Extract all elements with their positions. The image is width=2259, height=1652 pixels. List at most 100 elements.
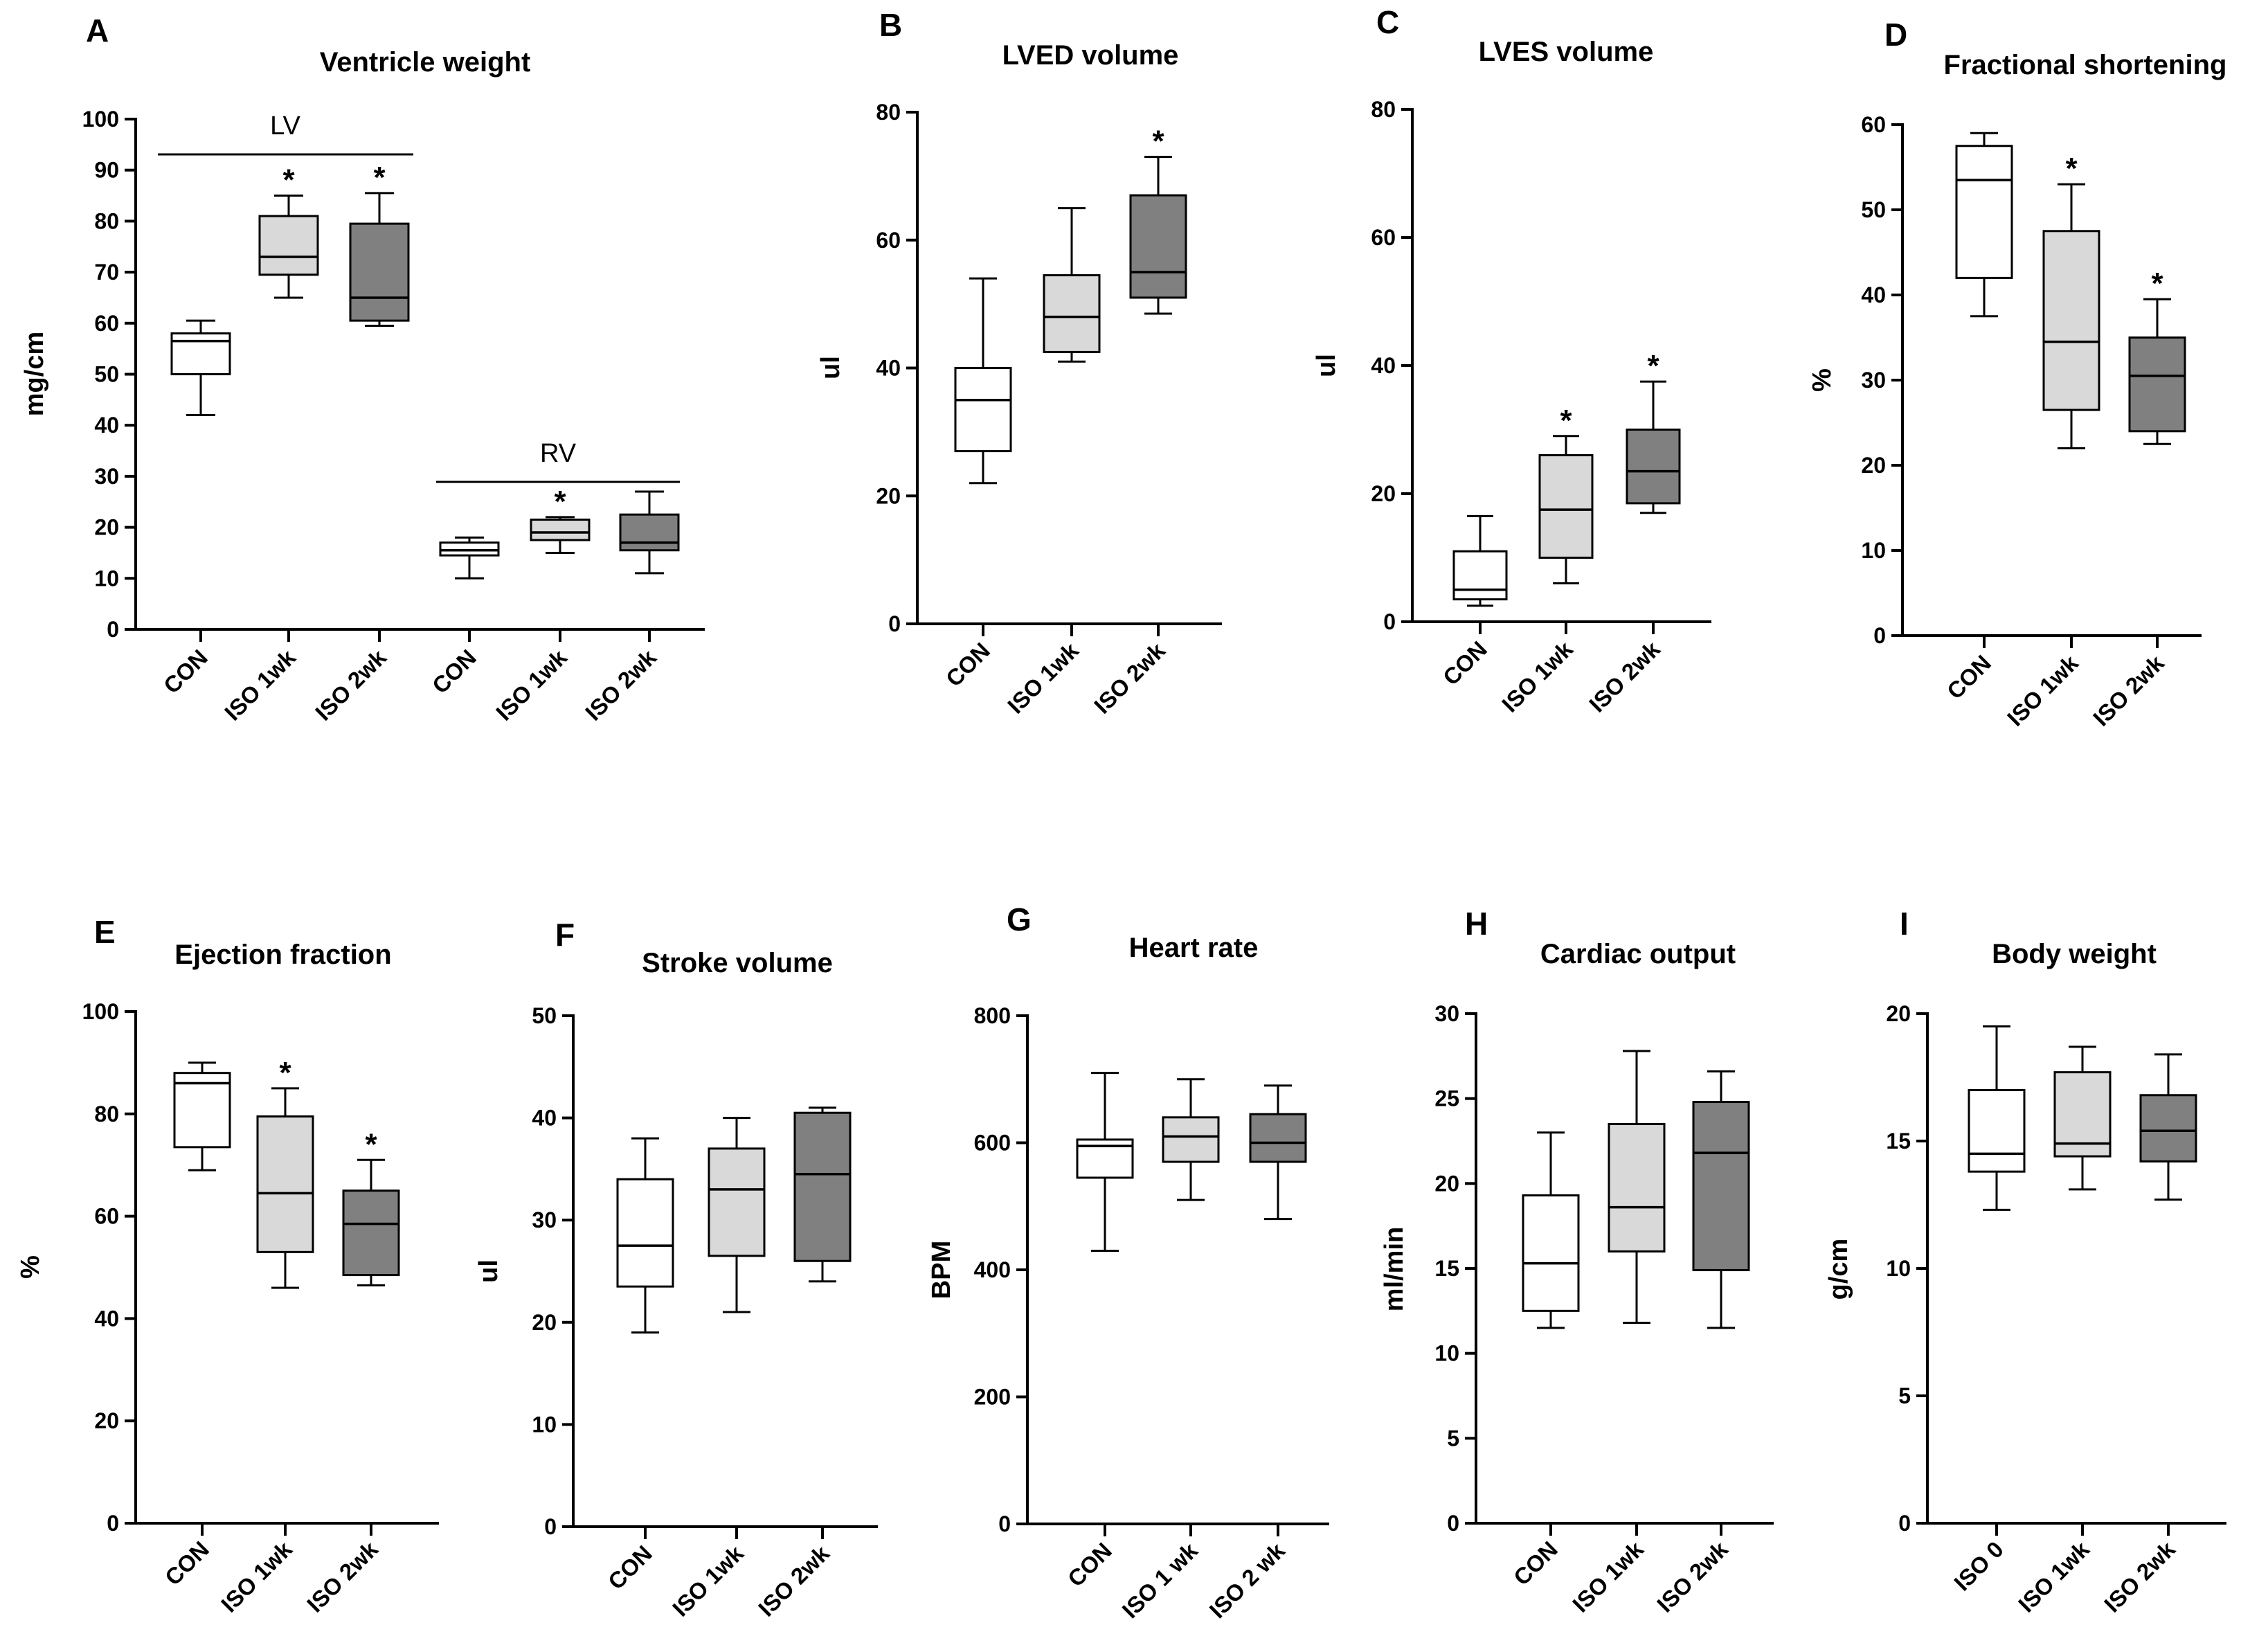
panel-h-y-tick-label: 30 [1434, 1001, 1459, 1026]
panel-d-box-0 [1955, 132, 2013, 318]
panel-a-box-2: * [349, 161, 410, 327]
panel-i-y-tick-label: 15 [1886, 1129, 1911, 1153]
panel-d-title: Fractional shortening [1944, 50, 2227, 80]
panel-g-y-axis-title: BPM [927, 1241, 956, 1299]
box-iqr [2128, 336, 2186, 433]
panel-d-y-tick-label: 40 [1861, 282, 1886, 307]
panel-g-y-tick-label: 0 [998, 1511, 1011, 1536]
panel-e-significance-star: * [365, 1127, 377, 1161]
panel-h-box-1 [1608, 1050, 1666, 1325]
panel-c-letter: C [1376, 4, 1399, 40]
panel-c-y-tick-label: 80 [1371, 97, 1396, 122]
panel-b-letter: B [879, 7, 902, 43]
box-iqr [258, 215, 319, 276]
box-iqr [1043, 274, 1101, 353]
panel-c-title: LVES volume [1479, 37, 1654, 67]
panel-i-box-2 [2139, 1053, 2197, 1201]
panel-g-box-2 [1249, 1084, 1307, 1221]
panel-a-y-tick-label: 60 [94, 311, 119, 336]
panel-f-y-tick-label: 20 [532, 1310, 557, 1335]
panel-a-significance-star: * [554, 485, 566, 519]
panel-e-y-tick-label: 0 [107, 1511, 119, 1536]
box-iqr [1626, 429, 1681, 505]
panel-d-y-axis-title: % [1808, 368, 1837, 392]
panel-d-box-1: * [2042, 152, 2100, 449]
panel-b-y-axis-title: ul [816, 356, 845, 379]
box-iqr [793, 1111, 852, 1262]
box-iqr [342, 1189, 400, 1277]
panel-a-y-tick-label: 50 [94, 362, 119, 387]
panel-a-y-tick-label: 10 [94, 566, 119, 591]
panel-a-y-tick-label: 20 [94, 515, 119, 540]
panel-d-y-tick-label: 0 [1873, 623, 1886, 648]
panel-e-box-0 [173, 1061, 231, 1171]
panel-f-letter: F [555, 917, 575, 953]
panel-g-y-tick-label: 600 [974, 1131, 1011, 1156]
panel-b-y-tick-label: 40 [876, 356, 901, 381]
panel-d-significance-star: * [2151, 267, 2163, 300]
panel-b-y-tick-label: 0 [888, 611, 901, 636]
panel-i-y-axis-title: g/cm [1824, 1239, 1853, 1300]
panel-a-group-label: LV [270, 111, 300, 141]
panel-f-box-2 [793, 1106, 852, 1283]
panel-d-box-2: * [2128, 267, 2186, 445]
box-iqr [708, 1147, 766, 1257]
panel-g-y-tick-label: 800 [974, 1003, 1011, 1028]
box-iqr [1249, 1113, 1307, 1163]
panel-i-y-tick-label: 10 [1886, 1256, 1911, 1281]
box-iqr [954, 367, 1012, 453]
box-iqr [1955, 145, 2013, 279]
panel-h-title: Cardiac output [1540, 939, 1736, 969]
box-iqr [349, 222, 410, 322]
box-iqr [2053, 1071, 2112, 1158]
panel-i-box-1 [2053, 1045, 2112, 1191]
panel-e-y-tick-label: 60 [94, 1204, 119, 1229]
panel-e-y-tick-label: 20 [94, 1408, 119, 1433]
panel-f-y-axis-title: ul [474, 1259, 503, 1283]
panel-g-box-0 [1076, 1072, 1134, 1252]
panel-e-box-2: * [342, 1127, 400, 1286]
panel-a-y-axis-title: mg/cm [20, 332, 49, 416]
panel-a-letter: A [86, 12, 109, 48]
panel-g-y-tick-label: 200 [974, 1385, 1011, 1410]
panel-d-y-tick-label: 50 [1861, 197, 1886, 222]
panel-f-title: Stroke volume [642, 948, 833, 978]
panel-a-title: Ventricle weight [320, 47, 531, 78]
panel-d-y-tick-label: 20 [1861, 453, 1886, 478]
panel-f-y-tick-label: 0 [544, 1514, 557, 1539]
panel-b-y-tick-label: 20 [876, 483, 901, 508]
box-iqr [170, 332, 231, 376]
panel-c-y-tick-label: 0 [1383, 609, 1396, 634]
panel-i-letter: I [1900, 906, 1909, 942]
panel-a-box-3 [439, 536, 500, 580]
box-iqr [619, 513, 680, 552]
panel-c-y-tick-label: 20 [1371, 481, 1396, 506]
panel-d-y-tick-label: 10 [1861, 538, 1886, 563]
panel-c-y-axis-title: ul [1312, 354, 1341, 377]
panel-d-significance-star: * [2065, 152, 2078, 186]
panel-b-box-2: * [1129, 125, 1187, 315]
panel-g-box-1 [1162, 1078, 1220, 1201]
panel-g-y-tick-label: 400 [974, 1257, 1011, 1282]
box-iqr [1608, 1122, 1666, 1253]
panel-c-y-tick-label: 40 [1371, 353, 1396, 378]
panel-a-box-5 [619, 490, 680, 575]
box-iqr [1162, 1116, 1220, 1163]
box-iqr [1968, 1088, 2026, 1173]
panel-b-title: LVED volume [1002, 40, 1179, 71]
panel-h-y-tick-label: 15 [1434, 1256, 1459, 1281]
panel-e-y-tick-label: 80 [94, 1102, 119, 1126]
box-iqr [1692, 1101, 1750, 1271]
box-iqr [1538, 454, 1594, 559]
box-iqr [173, 1072, 231, 1149]
panel-f-y-tick-label: 50 [532, 1003, 557, 1028]
panel-a-y-tick-label: 0 [107, 617, 119, 642]
box-iqr [616, 1178, 674, 1288]
panel-d-letter: D [1884, 17, 1907, 53]
panel-a-box-0 [170, 319, 231, 416]
panel-a-y-tick-label: 30 [94, 464, 119, 489]
box-iqr [1522, 1194, 1580, 1312]
panel-b-box-0 [954, 277, 1012, 485]
